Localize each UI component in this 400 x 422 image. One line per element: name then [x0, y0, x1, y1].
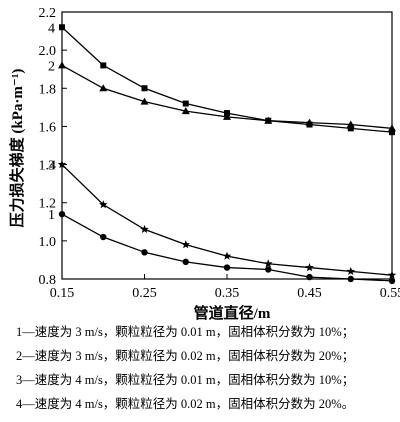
- data-point: [387, 270, 397, 279]
- data-point: [58, 61, 66, 69]
- plot-frame: [61, 11, 393, 280]
- data-point: [265, 117, 272, 124]
- data-point: [141, 85, 148, 92]
- data-point: [222, 251, 232, 260]
- data-point: [389, 129, 395, 136]
- data-point: [182, 100, 189, 107]
- x-axis-label: 管道直径/m: [194, 304, 271, 322]
- x-tick-label: 0.25: [132, 286, 157, 301]
- data-point: [99, 84, 108, 92]
- series-layer: 1 2 3 4: [48, 21, 397, 285]
- series-3: 3: [48, 159, 397, 279]
- data-point: [263, 259, 273, 268]
- series-4: 4: [48, 21, 395, 136]
- series-2: 2: [48, 59, 396, 132]
- legend-item-4: 4—速度为 4 m/s，颗粒粒径为 0.02 m，固相体积分数为 20%。: [16, 397, 355, 411]
- x-tick-label: 0.35: [215, 286, 240, 301]
- pressure-gradient-chart: 0.8 1.0 1.2 1.4 1.6 1.8 2.0 2.2 0.15 0.25 0.35 0.45…: [8, 6, 400, 322]
- data-point: [306, 273, 313, 281]
- data-point: [305, 263, 314, 272]
- data-point: [140, 224, 149, 234]
- y-tick-label: 1.8: [39, 82, 57, 97]
- data-point: [181, 107, 190, 115]
- data-point: [223, 264, 231, 271]
- series-label: 4: [48, 21, 55, 36]
- y-tick-label: 1.2: [39, 197, 57, 212]
- data-point: [141, 249, 148, 256]
- legend: 1—速度为 3 m/s，颗粒粒径为 0.01 m，固相体积分数为 10%； 2—…: [16, 320, 354, 416]
- data-point: [181, 240, 191, 249]
- data-point: [100, 62, 107, 69]
- data-point: [224, 110, 230, 117]
- legend-item-1: 1—速度为 3 m/s，颗粒粒径为 0.01 m，固相体积分数为 10%；: [16, 325, 355, 339]
- y-tick-label: 1.4: [39, 159, 57, 174]
- data-point: [98, 200, 108, 209]
- x-tick-label: 0.55: [380, 286, 400, 301]
- data-point: [388, 277, 396, 285]
- legend-item-2: 2—速度为 3 m/s，颗粒粒径为 0.02 m，固相体积分数为 20%；: [16, 349, 355, 363]
- y-tick-label: 0.8: [39, 273, 57, 288]
- series-label: 2: [48, 59, 55, 74]
- legend-item-3: 3—速度为 4 m/s，颗粒粒径为 0.01 m，固相体积分数为 10%；: [16, 373, 355, 387]
- data-point: [182, 258, 189, 266]
- data-point: [140, 97, 149, 105]
- data-point: [265, 266, 272, 273]
- data-point: [306, 121, 313, 128]
- series-label: 1: [48, 208, 55, 223]
- y-tick-label: 2.0: [39, 44, 57, 59]
- y-axis-label: 压力损失梯度 (kPa·m⁻¹): [8, 69, 26, 228]
- x-tick-label: 0.45: [297, 286, 322, 301]
- data-point: [347, 275, 354, 283]
- data-point: [347, 125, 354, 132]
- y-tick-label: 2.2: [39, 6, 57, 21]
- series-1: 1: [48, 208, 396, 285]
- y-tick-label: 1.6: [39, 120, 57, 135]
- series-line: [61, 164, 393, 276]
- data-point: [223, 112, 231, 120]
- series-label: 3: [48, 159, 55, 174]
- data-point: [59, 24, 65, 31]
- axes: 0.8 1.0 1.2 1.4 1.6 1.8 2.0 2.2 0.15 0.25 0.35 0.45…: [39, 6, 400, 301]
- data-point: [57, 160, 67, 169]
- x-tick-label: 0.15: [50, 286, 75, 301]
- data-point: [100, 233, 107, 241]
- y-tick-label: 1.0: [39, 235, 57, 250]
- data-point: [346, 266, 356, 276]
- data-point: [58, 210, 66, 218]
